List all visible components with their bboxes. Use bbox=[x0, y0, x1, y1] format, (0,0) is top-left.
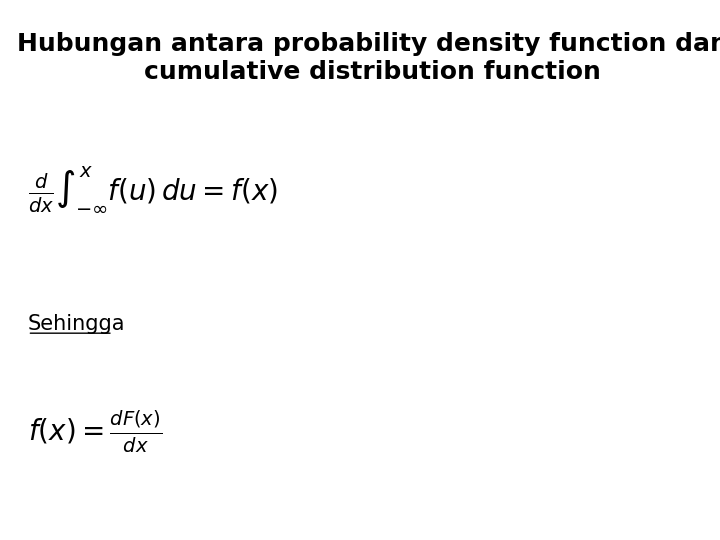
Text: Sehingga: Sehingga bbox=[27, 314, 125, 334]
Text: $\frac{d}{dx} \int_{-\infty}^{x} f(u)\, du = f(x)$: $\frac{d}{dx} \int_{-\infty}^{x} f(u)\, … bbox=[27, 164, 277, 214]
Text: Hubungan antara probability density function dan
cumulative distribution functio: Hubungan antara probability density func… bbox=[17, 32, 720, 84]
Text: $f(x) = \frac{dF(x)}{dx}$: $f(x) = \frac{dF(x)}{dx}$ bbox=[27, 409, 161, 455]
